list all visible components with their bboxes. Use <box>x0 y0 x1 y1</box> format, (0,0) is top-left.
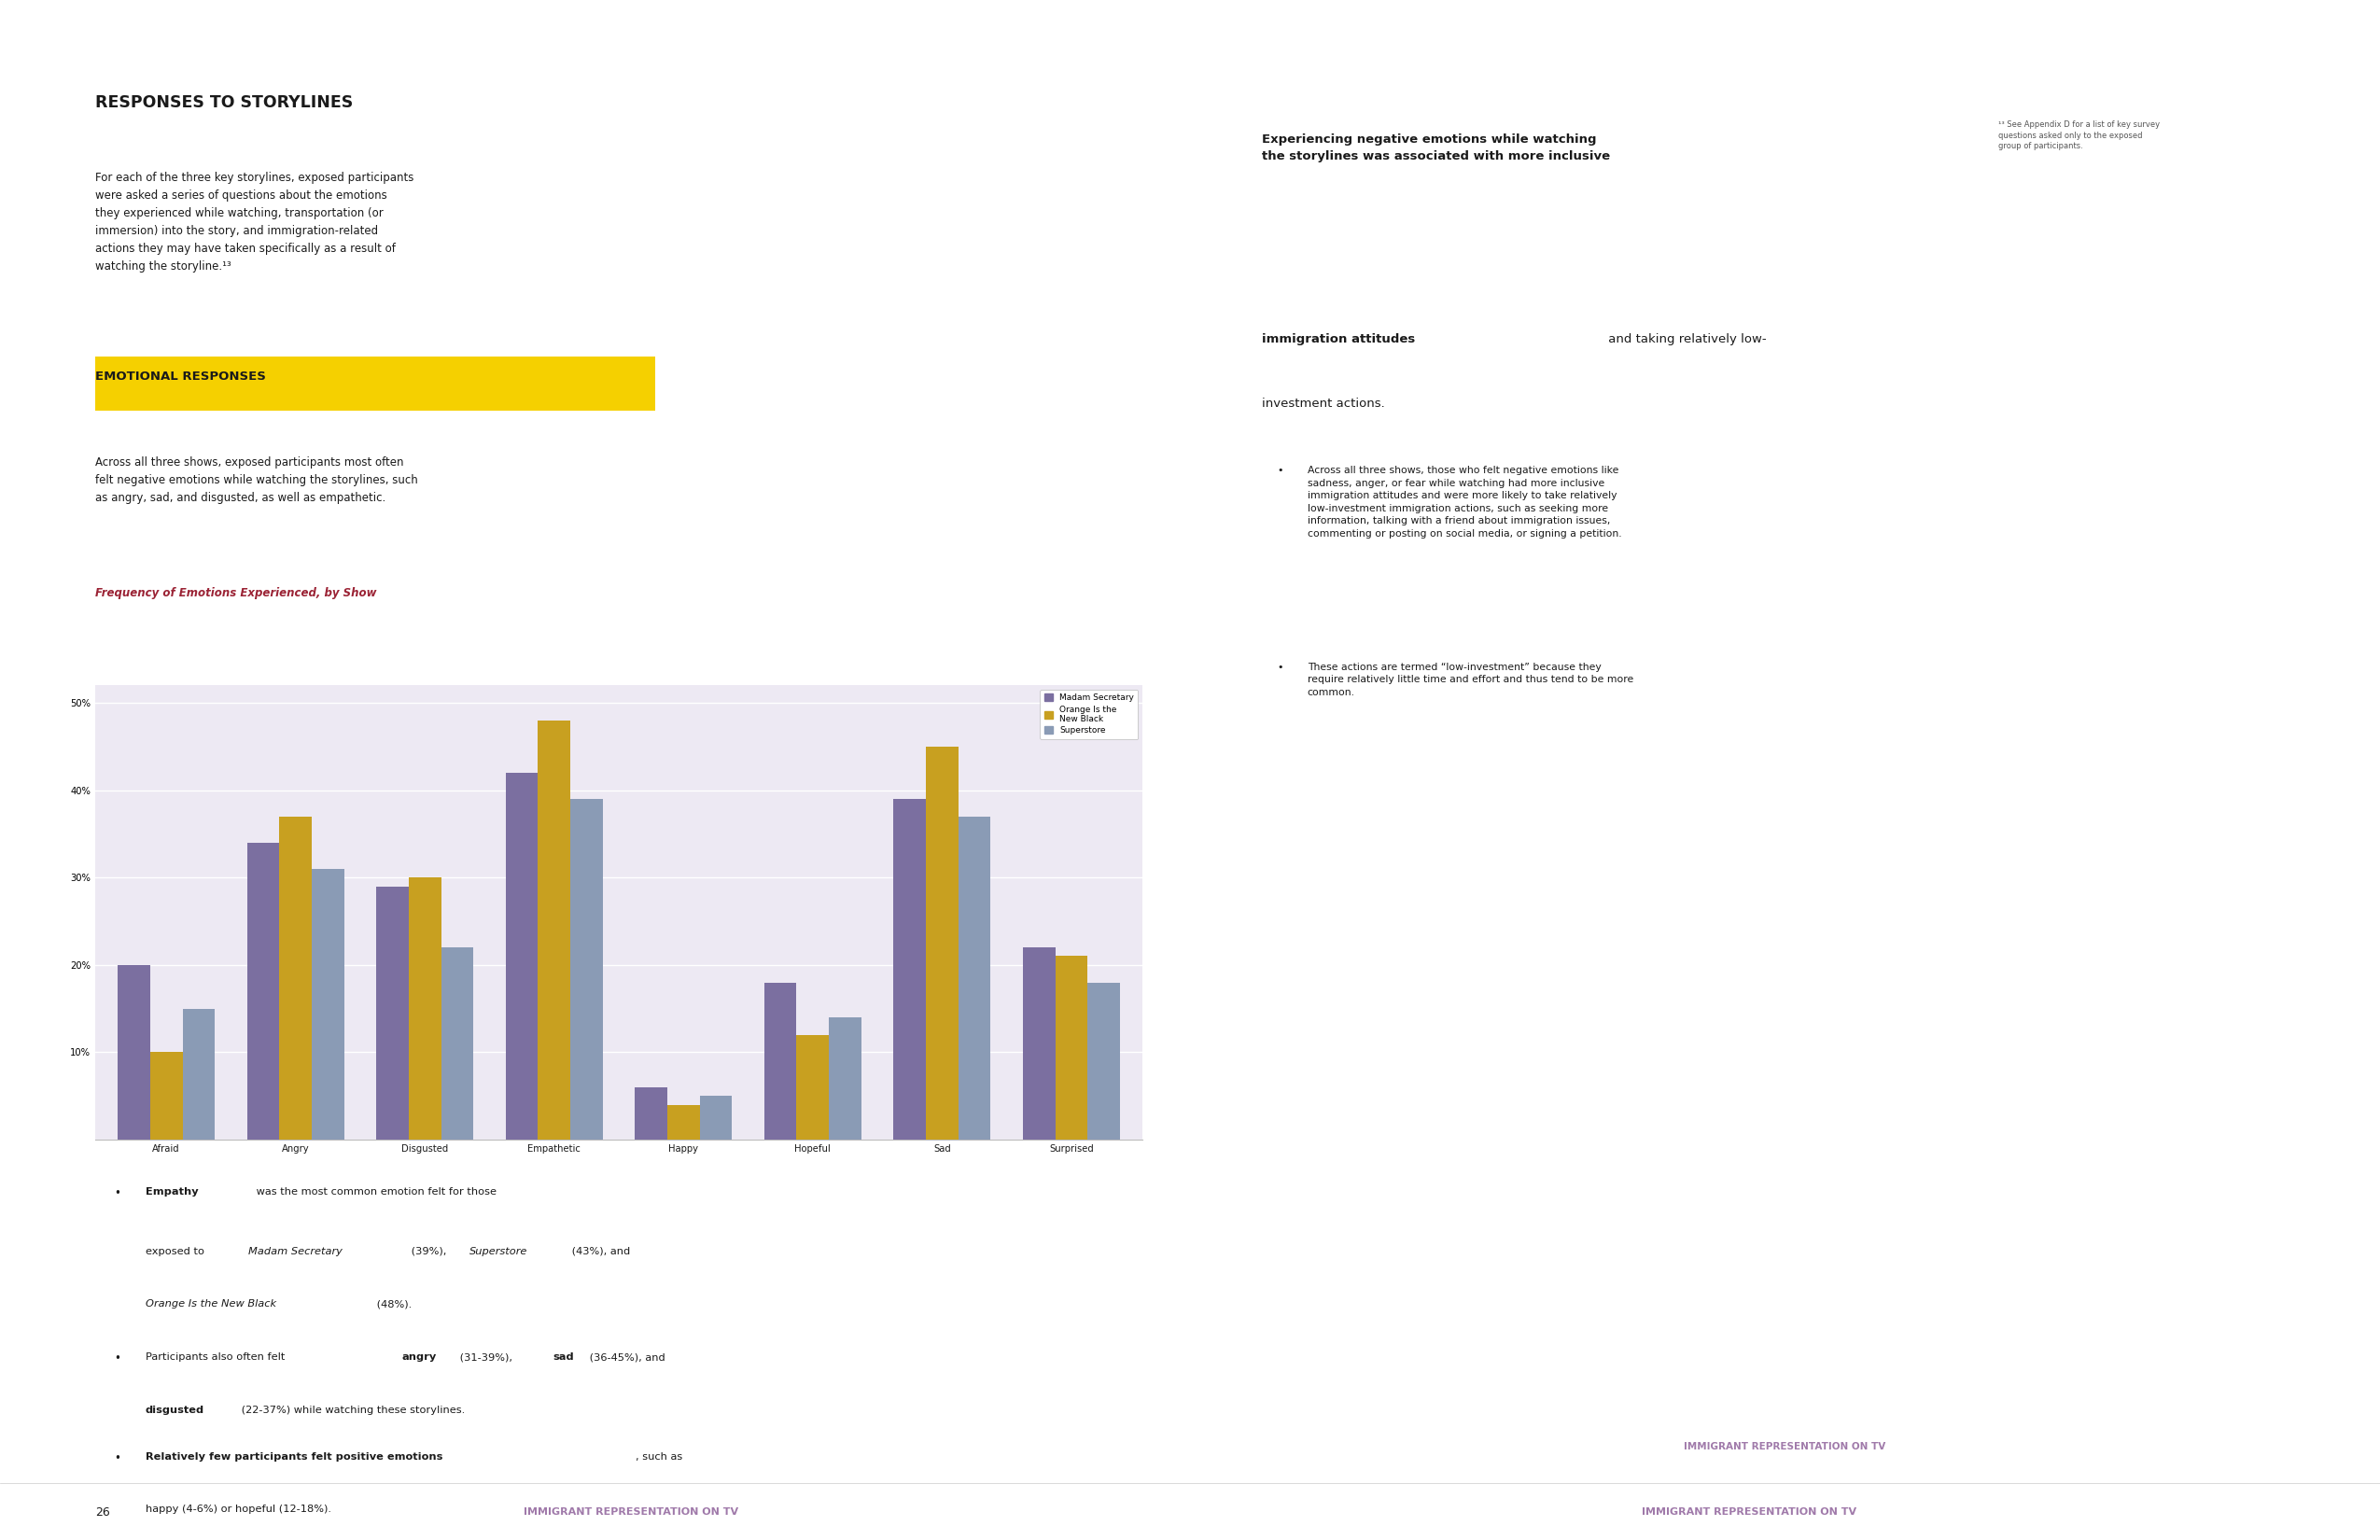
Text: was the most common emotion felt for those: was the most common emotion felt for tho… <box>252 1187 497 1197</box>
Text: SURVEY RESULTS: SURVEY RESULTS <box>1723 23 1847 35</box>
Text: Experiencing negative emotions while watching
the storylines was associated with: Experiencing negative emotions while wat… <box>1261 134 1609 179</box>
Text: IMMIGRANT REPRESENTATION ON TV: IMMIGRANT REPRESENTATION ON TV <box>524 1508 738 1517</box>
Text: Frequency of Emotions Experienced, by Show: Frequency of Emotions Experienced, by Sh… <box>95 587 376 599</box>
Text: (39%),: (39%), <box>409 1247 450 1257</box>
Text: Participants also often felt: Participants also often felt <box>145 1352 288 1361</box>
Text: exposed to: exposed to <box>145 1247 207 1257</box>
Text: angry: angry <box>402 1352 438 1361</box>
Text: Empathy: Empathy <box>145 1187 198 1197</box>
Bar <box>571 799 602 1140</box>
Text: Relatively few participants felt positive emotions: Relatively few participants felt positiv… <box>145 1452 443 1461</box>
Text: , such as: , such as <box>635 1452 683 1461</box>
Bar <box>538 721 571 1140</box>
Bar <box>1054 956 1088 1140</box>
Text: •: • <box>114 1187 121 1200</box>
Text: Madam Secretary: Madam Secretary <box>248 1247 343 1257</box>
Text: •: • <box>1276 465 1283 474</box>
Text: EMOTIONAL RESPONSES: EMOTIONAL RESPONSES <box>95 371 267 382</box>
Text: (43%), and: (43%), and <box>569 1247 631 1257</box>
Text: RESPONSES TO STORYLINES: RESPONSES TO STORYLINES <box>95 94 352 111</box>
Text: (36-45%), and: (36-45%), and <box>585 1352 666 1361</box>
Bar <box>505 773 538 1140</box>
Text: •: • <box>114 1452 121 1465</box>
Text: ¹³ See Appendix D for a list of key survey
questions asked only to the exposed
g: ¹³ See Appendix D for a list of key surv… <box>1999 120 2159 151</box>
Bar <box>1023 947 1054 1140</box>
Bar <box>666 1104 700 1140</box>
FancyBboxPatch shape <box>95 357 654 411</box>
Bar <box>278 816 312 1140</box>
Bar <box>183 1009 214 1140</box>
Bar <box>440 947 474 1140</box>
Text: These actions are termed “low-investment” because they
require relatively little: These actions are termed “low-investment… <box>1307 662 1633 698</box>
Bar <box>959 816 990 1140</box>
Text: IMMIGRANT REPRESENTATION ON TV: IMMIGRANT REPRESENTATION ON TV <box>1642 1508 1856 1517</box>
Text: and taking relatively low-: and taking relatively low- <box>1604 334 1766 345</box>
Text: IMMIGRANT REPRESENTATION ON TV: IMMIGRANT REPRESENTATION ON TV <box>1685 1441 1885 1452</box>
Bar <box>376 885 409 1140</box>
Text: (48%).: (48%). <box>374 1300 412 1309</box>
Bar <box>409 878 440 1140</box>
Bar <box>797 1035 828 1140</box>
Text: (22-37%) while watching these storylines.: (22-37%) while watching these storylines… <box>238 1406 464 1415</box>
Legend: Madam Secretary, Orange Is the
New Black, Superstore: Madam Secretary, Orange Is the New Black… <box>1040 690 1138 739</box>
Text: •: • <box>114 1352 121 1364</box>
Text: For each of the three key storylines, exposed participants
were asked a series o: For each of the three key storylines, ex… <box>95 172 414 273</box>
Text: •: • <box>1276 662 1283 671</box>
Bar <box>119 966 150 1140</box>
Text: happy (4-6%) or hopeful (12-18%).: happy (4-6%) or hopeful (12-18%). <box>145 1505 331 1514</box>
Bar <box>926 747 959 1140</box>
Bar <box>248 842 278 1140</box>
Text: sad: sad <box>552 1352 574 1361</box>
Text: Across all three shows, exposed participants most often
felt negative emotions w: Across all three shows, exposed particip… <box>95 456 419 504</box>
Text: SURVEY RESULTS: SURVEY RESULTS <box>533 23 657 35</box>
Text: 26: 26 <box>95 1506 109 1518</box>
Text: (31-39%),: (31-39%), <box>457 1352 516 1361</box>
Text: Across all three shows, those who felt negative emotions like
sadness, anger, or: Across all three shows, those who felt n… <box>1307 465 1621 539</box>
Text: Superstore: Superstore <box>469 1247 528 1257</box>
Text: investment actions.: investment actions. <box>1261 397 1385 410</box>
Bar <box>700 1096 733 1140</box>
Bar <box>764 983 797 1140</box>
Bar <box>635 1087 666 1140</box>
Bar <box>828 1018 862 1140</box>
Text: immigration attitudes: immigration attitudes <box>1261 334 1414 345</box>
Text: disgusted: disgusted <box>145 1406 205 1415</box>
Bar <box>150 1052 183 1140</box>
Bar <box>312 869 345 1140</box>
Text: Orange Is the New Black: Orange Is the New Black <box>145 1300 276 1309</box>
Bar <box>1088 983 1119 1140</box>
Bar <box>892 799 926 1140</box>
